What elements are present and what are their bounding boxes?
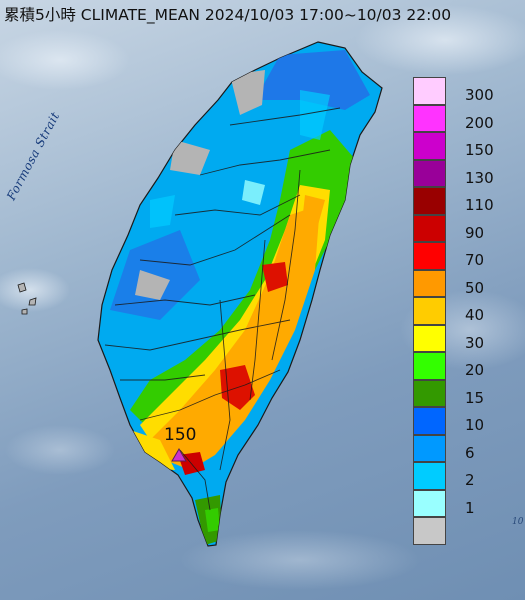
edge-note: 10 [512, 517, 524, 527]
legend-label: 10 [465, 416, 485, 434]
legend-label: 40 [465, 306, 485, 324]
legend-item: 30 [413, 324, 503, 352]
legend-label: 130 [465, 168, 494, 187]
legend-item: 110 [413, 187, 503, 215]
legend-item: 150 [413, 132, 503, 160]
legend-swatch [413, 242, 446, 270]
legend-item: 15 [413, 379, 503, 407]
legend-item: 200 [413, 104, 503, 132]
legend-item: 1 [413, 489, 503, 517]
legend-item: 2 [413, 462, 503, 490]
max-value-label: 150 [164, 425, 197, 445]
legend-swatch [413, 379, 446, 407]
legend-swatch [413, 462, 446, 490]
legend-item [413, 517, 503, 545]
legend-label: 30 [465, 333, 485, 352]
legend-item: 40 [413, 297, 503, 325]
legend-swatch [413, 187, 446, 215]
legend-item: 70 [413, 242, 503, 270]
map-title: 累積5小時 CLIMATE_MEAN 2024/10/03 17:00~10/0… [4, 6, 452, 24]
legend-swatch [413, 352, 446, 380]
legend-swatch [413, 159, 446, 187]
legend-label: 1 [465, 498, 475, 517]
legend-label: 150 [465, 141, 494, 159]
legend-swatch [413, 324, 446, 352]
legend-label: 6 [465, 443, 475, 462]
legend-label: 200 [465, 113, 494, 132]
legend-swatch [413, 77, 446, 105]
legend-label: 20 [465, 361, 485, 379]
legend-swatch [413, 297, 446, 325]
legend-label: 90 [465, 223, 485, 242]
legend-label: 110 [465, 196, 494, 214]
legend-swatch [413, 407, 446, 435]
legend-swatch [413, 434, 446, 462]
legend-swatch [413, 489, 446, 517]
legend-swatch [413, 132, 446, 160]
legend-item: 300 [413, 77, 503, 105]
legend-item: 50 [413, 269, 503, 297]
precipitation-legend: 300 200 150 130 110 90 70 50 40 30 20 15… [413, 77, 503, 572]
legend-item: 6 [413, 434, 503, 462]
legend-swatch [413, 517, 446, 545]
triangle-marker-icon [171, 448, 187, 462]
legend-item: 20 [413, 352, 503, 380]
legend-item: 90 [413, 214, 503, 242]
legend-label: 50 [465, 278, 485, 297]
legend-label: 70 [465, 251, 485, 269]
legend-swatch [413, 104, 446, 132]
legend-item: 130 [413, 159, 503, 187]
legend-item: 10 [413, 407, 503, 435]
legend-label: 2 [465, 471, 475, 489]
legend-swatch [413, 214, 446, 242]
legend-label: 15 [465, 388, 485, 407]
legend-swatch [413, 269, 446, 297]
legend-label: 300 [465, 86, 494, 104]
